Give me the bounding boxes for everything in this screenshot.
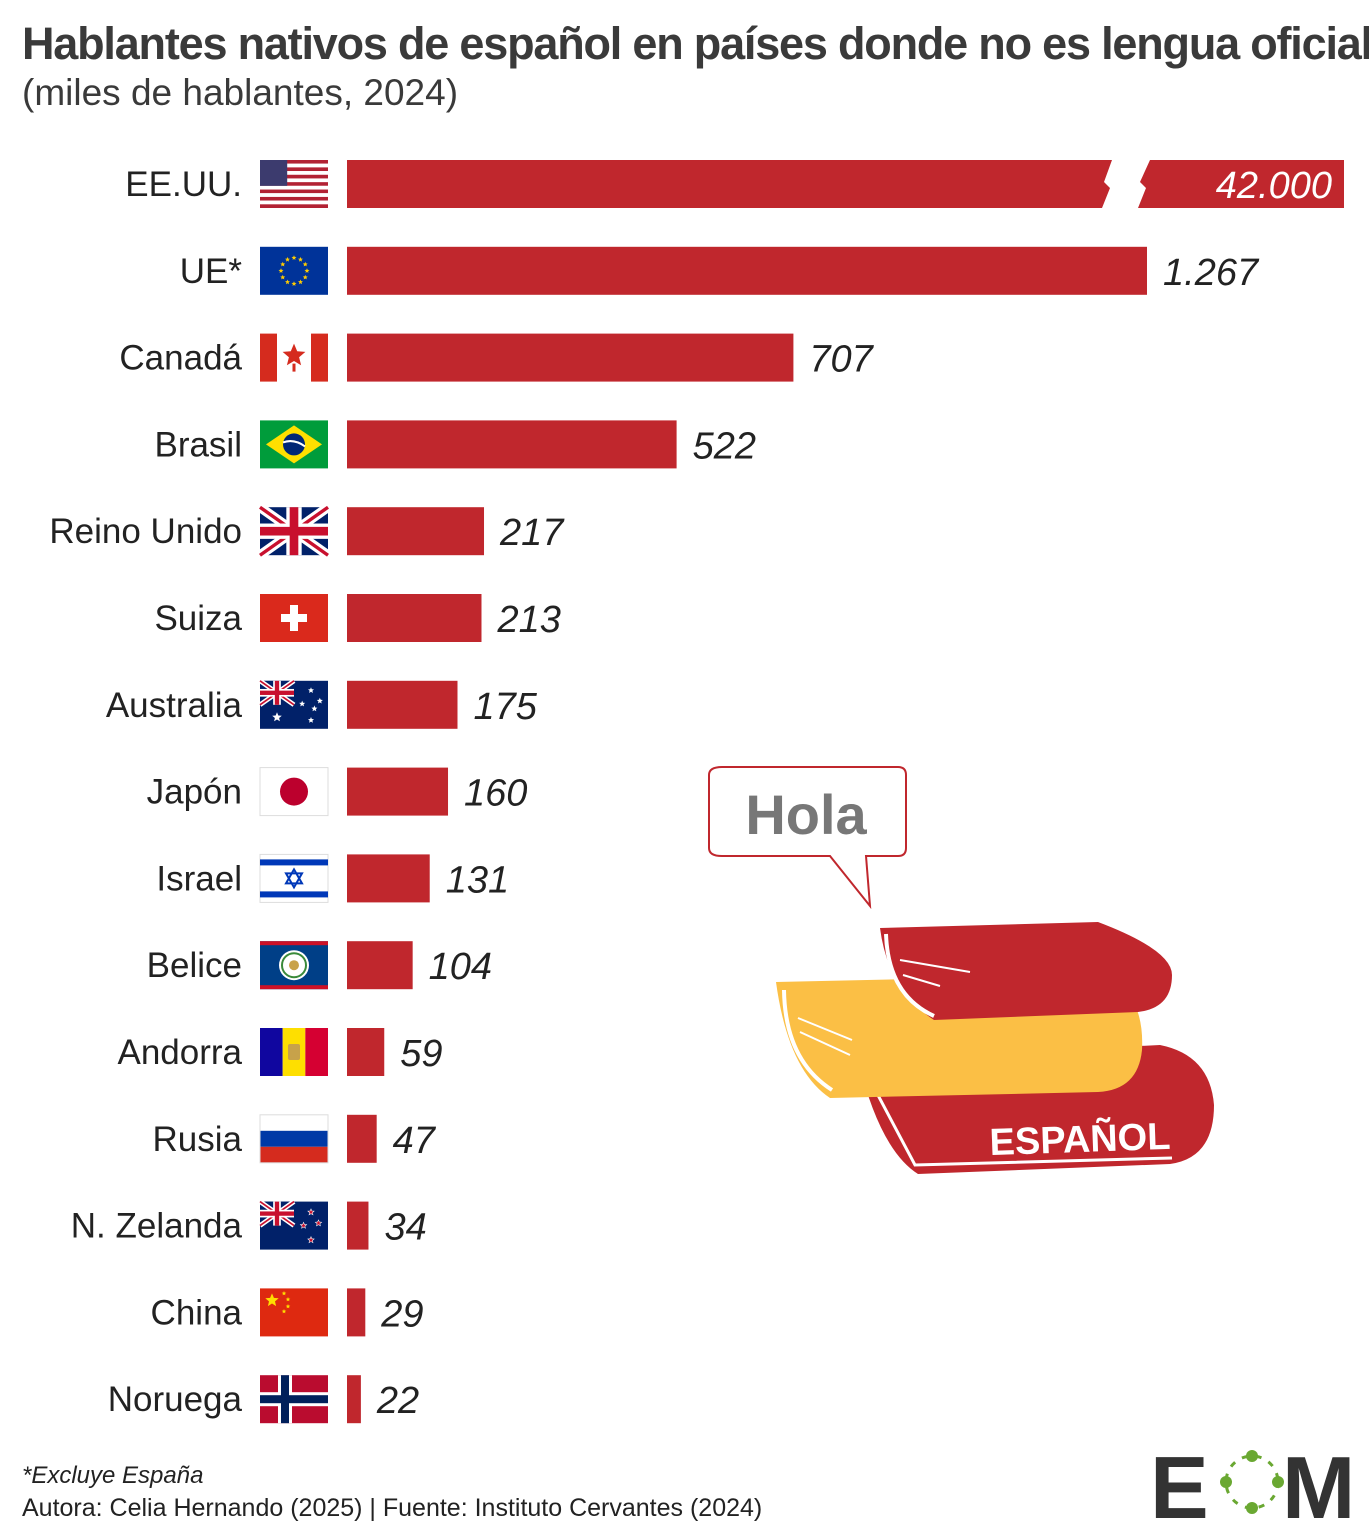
eom-logo: E M [1150,1442,1355,1522]
bar [347,1114,377,1163]
australia-flag-icon [258,678,328,729]
bar [347,507,485,556]
bar [347,333,794,382]
category-label: Belice [147,946,242,985]
category-label: Japón [147,773,242,812]
us-flag-icon [260,160,328,208]
bar [1138,160,1344,208]
footnote: *Excluye España [22,1462,204,1489]
category-label: China [151,1293,243,1332]
bar [347,420,677,469]
chart-title: Hablantes nativos de español en países d… [22,18,1369,69]
value-label: 42.000 [1216,165,1332,207]
bar [347,1028,385,1076]
chart-subtitle: (miles de hablantes, 2024) [22,72,459,113]
bar [347,246,1147,295]
value-label: 47 [393,1120,437,1162]
category-label: EE.UU. [125,165,242,204]
value-label: 131 [446,859,509,901]
china-flag-icon [260,1288,328,1337]
value-label: 22 [376,1380,419,1422]
category-label: Rusia [153,1120,243,1159]
russia-flag-icon [259,1114,329,1164]
category-label: Reino Unido [49,512,242,551]
bar [347,1288,366,1337]
value-label: 217 [499,512,565,554]
category-label: Israel [156,859,242,898]
speech-bubble [708,766,907,910]
credits: Autora: Celia Hernando (2025) | Fuente: … [22,1494,763,1522]
norway-flag-icon [260,1375,328,1424]
bar [347,680,458,729]
value-label: 522 [693,425,756,467]
svg-text:M: M [1282,1442,1355,1522]
israel-flag-icon [259,853,329,903]
value-label: 213 [496,599,560,641]
category-label: Australia [106,686,243,725]
speech-text: Hola [745,783,867,846]
value-label: 104 [429,946,492,988]
brazil-flag-icon [260,420,328,469]
category-label: Canadá [119,339,242,378]
belize-flag-icon [260,941,328,990]
bar [347,854,430,903]
svg-text:E: E [1150,1442,1209,1522]
japan-flag-icon [259,767,329,817]
category-label: Suiza [154,599,242,638]
new-zealand-flag-icon [258,1199,328,1250]
category-label: N. Zelanda [71,1207,243,1246]
bar [347,1201,369,1250]
bar [347,767,449,816]
value-label: 707 [809,339,874,381]
bar [347,594,482,642]
category-label: Andorra [117,1033,242,1072]
bar [347,1375,361,1424]
value-label: 1.267 [1163,252,1260,294]
books-illustration: Hola ESPAÑOL [708,766,1214,1174]
switzerland-flag-icon [260,594,328,642]
category-label: UE* [180,252,243,291]
value-label: 34 [384,1207,426,1249]
eu-flag-icon [260,246,328,295]
value-label: 59 [400,1033,442,1075]
category-label: Noruega [108,1380,243,1419]
value-label: 160 [464,773,527,815]
bar-chart: EE.UU. 42.000 UE* 1.267 Canadá 707 Brasil 522 Re… [49,160,1344,1424]
canada-flag-icon [260,333,328,382]
book-title: ESPAÑOL [989,1114,1171,1164]
top-book [880,922,1172,1020]
value-label: 175 [473,686,537,728]
uk-flag-icon [257,503,331,560]
category-label: Brasil [154,425,242,464]
bar [347,941,413,990]
andorra-flag-icon [260,1028,328,1076]
value-label: 29 [380,1293,423,1335]
bar [347,160,1112,208]
